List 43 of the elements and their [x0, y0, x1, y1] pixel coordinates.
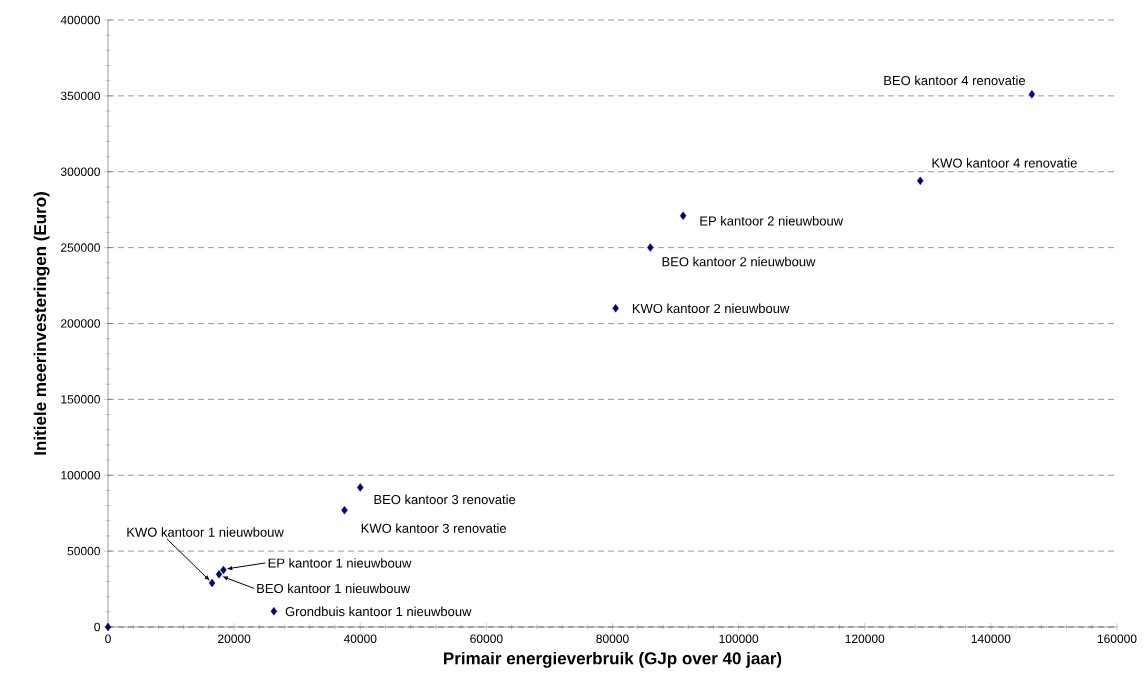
point [679, 211, 687, 220]
x-tick-label: 80000 [596, 634, 629, 644]
x-tick-label: 20000 [218, 634, 251, 644]
point [104, 622, 112, 632]
annotation: BEO kantoor 2 nieuwbouw [662, 256, 816, 267]
point [647, 243, 654, 252]
y-tick-label: 0 [94, 622, 101, 632]
point [208, 578, 216, 588]
point [917, 176, 924, 186]
x-tick-label: 160000 [1097, 634, 1137, 644]
point [270, 607, 278, 616]
annotation: KWO kantoor 1 nieuwbouw [127, 527, 284, 537]
x-tick-label: 120000 [845, 634, 885, 644]
y-tick-label: 250000 [61, 243, 100, 252]
annotation: KWO kantoor 2 nieuwbouw [632, 303, 790, 314]
y-tick-label: 350000 [60, 91, 100, 101]
point [357, 483, 364, 492]
x-tick-label: 140000 [971, 634, 1011, 644]
point [612, 304, 619, 313]
point [341, 505, 348, 515]
y-tick-label: 150000 [61, 395, 100, 404]
x-tick-label: 100000 [719, 634, 759, 644]
annotation: EP kantoor 1 nieuwbouw [268, 558, 412, 568]
annotation: Grondbuis kantoor 1 nieuwbouw [285, 606, 472, 617]
annotation: BEO kantoor 4 renovatie [884, 75, 1026, 86]
annotation: EP kantoor 2 nieuwbouw [700, 215, 844, 226]
x-axis-title: Primair energieverbruik (GJp over 40 jaar) [444, 651, 782, 668]
y-tick-label: 300000 [60, 167, 100, 176]
annotation: KWO kantoor 3 renovatie [361, 523, 507, 533]
y-tick-label: 400000 [60, 15, 100, 25]
y-tick-label: 100000 [61, 470, 100, 480]
y-axis-title: Initiele meerinvesteringen (Euro) [33, 192, 50, 455]
annotation: BEO kantoor 3 renovatie [374, 494, 516, 505]
point [1028, 90, 1036, 99]
x-tick-label: 60000 [470, 634, 503, 644]
x-tick-label: 40000 [343, 634, 377, 644]
annotation: BEO kantoor 1 nieuwbouw [257, 583, 411, 594]
x-tick-label: 0 [105, 634, 111, 644]
point [215, 570, 223, 579]
y-tick-label: 200000 [61, 319, 100, 328]
y-tick-label: 50000 [67, 546, 101, 556]
annotation: KWO kantoor 4 renovatie [932, 158, 1077, 168]
point [220, 565, 227, 575]
